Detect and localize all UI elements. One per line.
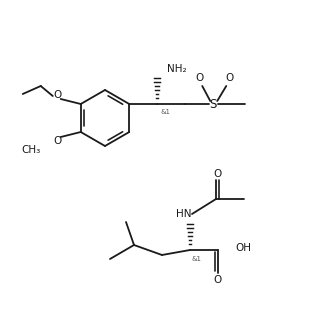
Text: &1: &1 bbox=[192, 256, 202, 262]
Text: O: O bbox=[214, 275, 222, 285]
Text: O: O bbox=[195, 73, 204, 83]
Text: HN: HN bbox=[176, 209, 191, 219]
Text: OH: OH bbox=[235, 243, 251, 253]
Text: O: O bbox=[225, 73, 234, 83]
Text: O: O bbox=[54, 90, 62, 100]
Text: CH₃: CH₃ bbox=[21, 145, 41, 155]
Text: NH₂: NH₂ bbox=[167, 64, 187, 74]
Text: S: S bbox=[210, 98, 217, 111]
Text: &1: &1 bbox=[160, 109, 170, 115]
Text: O: O bbox=[54, 136, 62, 146]
Text: O: O bbox=[213, 169, 221, 179]
